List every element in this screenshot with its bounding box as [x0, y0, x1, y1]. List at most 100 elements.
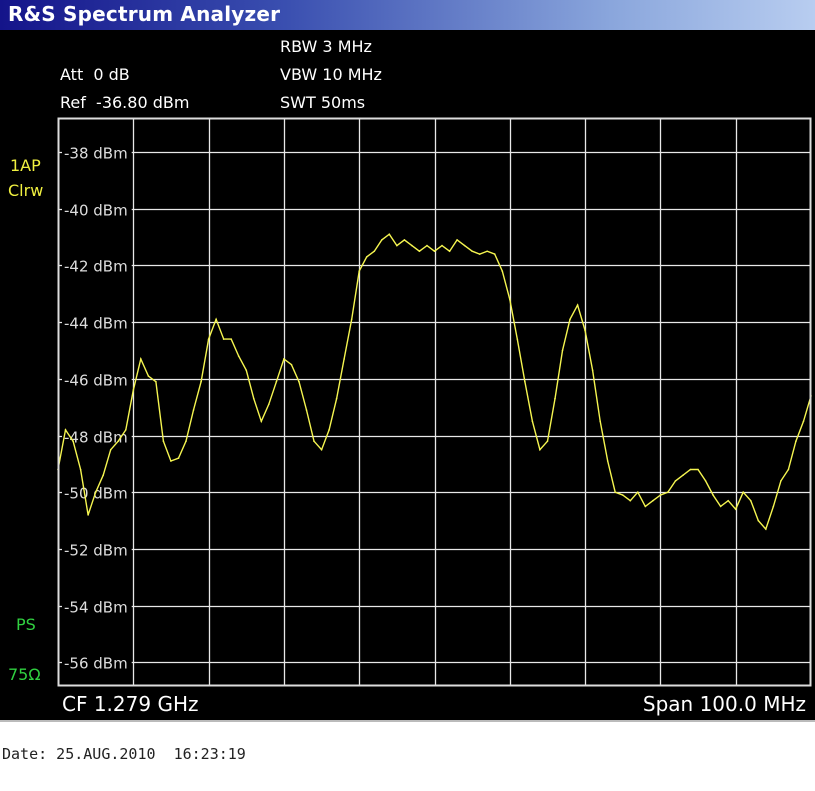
trace-point [667, 491, 669, 494]
trace-point [411, 244, 413, 247]
trace-point [772, 505, 775, 508]
trace-point [486, 250, 489, 253]
grid [58, 118, 811, 685]
trace-point [621, 494, 624, 496]
tick-label-background [62, 199, 132, 220]
trace-point [576, 304, 579, 306]
window-title: R&S Spectrum Analyzer [8, 2, 281, 26]
trace-point [124, 429, 127, 431]
trace-point [765, 528, 767, 530]
y-tick-label: -54 dBm [64, 599, 128, 617]
trace-point [260, 420, 263, 423]
reference-level-readout: Ref -36.80 dBm [60, 93, 190, 112]
trace-point [734, 508, 737, 511]
trace-point [569, 318, 571, 321]
trace-point [749, 499, 752, 502]
trace-point [516, 338, 519, 340]
trace-point [524, 380, 526, 383]
tick-label-background [62, 255, 132, 276]
center-frequency: CF 1.279 GHz [62, 692, 199, 716]
tick-label-background [62, 482, 132, 503]
trace-point [682, 474, 684, 477]
trace-mode-label: Clrw [8, 181, 44, 200]
rbw-readout: RBW 3 MHz [280, 37, 372, 56]
trace-point [268, 403, 270, 406]
attenuation-readout: Att 0 dB [60, 65, 130, 84]
trace-point [426, 244, 428, 247]
trace-point [215, 318, 217, 321]
trace-point [584, 329, 586, 332]
trace-point [94, 491, 97, 494]
trace-point [637, 491, 639, 494]
trace-point [222, 338, 225, 340]
y-tick-label: -44 dBm [64, 315, 128, 333]
trace-point [275, 380, 278, 383]
trace-point [252, 397, 255, 400]
trace-point [320, 448, 323, 451]
span: Span 100.0 MHz [642, 692, 806, 716]
trace-point [787, 468, 790, 471]
trace-point [659, 494, 662, 496]
trace-point [448, 250, 451, 253]
trace-point [230, 338, 232, 340]
trace-point [155, 380, 157, 383]
trace-point [102, 474, 104, 477]
trace-point [388, 233, 391, 236]
trace-point [606, 460, 609, 462]
trace-point [200, 380, 202, 383]
trace-point [531, 420, 534, 423]
y-tick-labels: -38 dBm -40 dBm -42 dBm -44 dBm -46 dBm -48 d… [62, 142, 132, 673]
trace-point [689, 468, 692, 471]
trace-point [433, 250, 436, 253]
trace-point [652, 499, 654, 502]
trace-point [140, 358, 142, 360]
y-tick-label: -40 dBm [64, 202, 128, 220]
trace-point [177, 457, 180, 460]
tick-label-background [62, 142, 132, 163]
sweep-time-readout: SWT 50ms [280, 93, 366, 112]
trace-point [207, 338, 210, 340]
trace-point [463, 244, 466, 247]
tick-label-background [62, 426, 132, 447]
tick-label-background [62, 369, 132, 390]
trace-point [162, 440, 165, 442]
trace-point [456, 239, 458, 241]
trace-point [170, 460, 172, 462]
trace-detector-label: 1AP [10, 156, 41, 175]
date-stamp: Date: 25.AUG.2010 16:23:19 [2, 745, 246, 763]
trace-point [245, 369, 248, 372]
tick-label-background [62, 312, 132, 333]
trace-point [712, 494, 714, 496]
trace-point [704, 480, 707, 482]
trace-point [478, 253, 481, 255]
y-tick-label: -42 dBm [64, 258, 128, 276]
trace-point [441, 244, 443, 247]
trace-point [546, 440, 549, 442]
trace-point [72, 440, 74, 442]
trace-point [501, 270, 504, 272]
trace-point [313, 440, 315, 442]
trace-point [742, 491, 745, 494]
trace-point [192, 409, 195, 411]
impedance-label: 75Ω [8, 665, 41, 684]
trace-point [795, 440, 797, 442]
y-tick-label: -52 dBm [64, 542, 128, 560]
trace-point [132, 389, 135, 391]
trace-point [147, 375, 150, 377]
trace-point [343, 358, 345, 360]
trace-point [87, 514, 89, 516]
trace-point [403, 239, 406, 241]
plot-frame [57, 117, 812, 687]
y-tick-label: -56 dBm [64, 655, 128, 673]
trace-point [591, 369, 594, 372]
trace-point [365, 256, 368, 258]
spectrum-trace-line [57, 233, 812, 531]
trace-point [697, 468, 699, 471]
trace-point [471, 250, 473, 253]
trace-point [780, 480, 782, 482]
trace-point [674, 480, 677, 482]
trace-point [79, 468, 82, 471]
trace-point [614, 491, 617, 494]
trace-point [380, 239, 383, 241]
trace-point [644, 505, 647, 508]
